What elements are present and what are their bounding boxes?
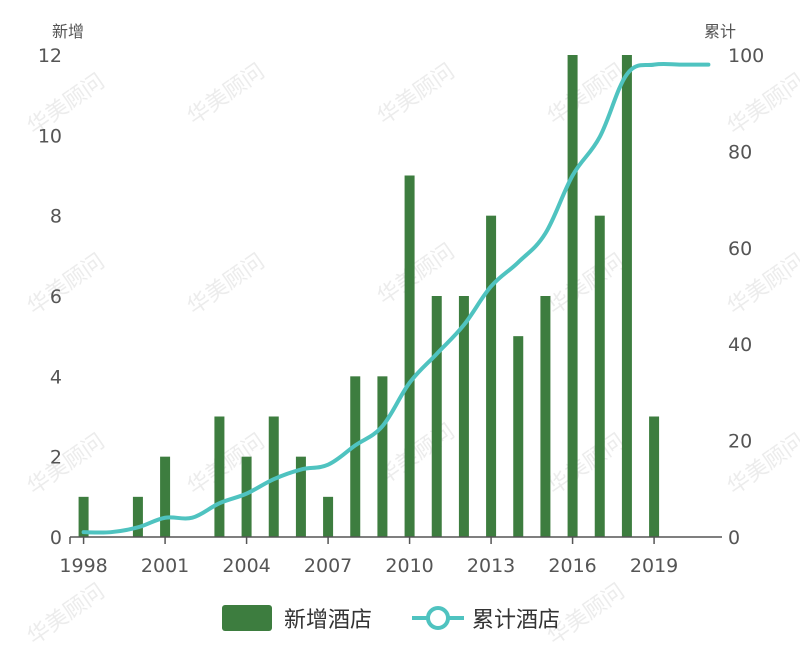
right-axis-title: 累计 <box>704 22 736 41</box>
bar-2000 <box>132 496 143 537</box>
bar-1998 <box>78 496 89 537</box>
bar-2006 <box>295 456 306 537</box>
line-series <box>81 61 711 535</box>
bar-2005 <box>268 416 279 537</box>
watermark-text: 华美顾问 <box>543 249 629 320</box>
legend-line-label: 累计酒店 <box>472 608 560 633</box>
y-right-tick-label: 40 <box>728 334 752 356</box>
bar-2001 <box>160 456 171 537</box>
bar-2007 <box>323 496 334 537</box>
watermark-text: 华美顾问 <box>23 69 109 140</box>
y-right-tick-label: 20 <box>728 431 752 453</box>
y-left-tick-label: 0 <box>50 527 62 549</box>
bar-2016 <box>567 55 578 537</box>
y-right-tick-label: 80 <box>728 141 752 163</box>
y-left-tick-label: 12 <box>38 45 62 67</box>
watermark-text: 华美顾问 <box>723 69 800 140</box>
bar-2003 <box>214 416 225 537</box>
cumulative-line <box>81 61 711 535</box>
left-axis-title: 新增 <box>52 22 84 41</box>
y-left-tick-label: 6 <box>50 286 62 308</box>
bar-2019 <box>649 416 660 537</box>
bar-2017 <box>594 215 605 537</box>
watermark-text: 华美顾问 <box>543 429 629 500</box>
watermark-text: 华美顾问 <box>373 239 459 310</box>
bar-2008 <box>350 376 361 537</box>
bar-series <box>78 55 660 537</box>
x-tick-label: 2019 <box>630 555 678 577</box>
watermark-text: 华美顾问 <box>23 429 109 500</box>
bar-2009 <box>377 376 388 537</box>
bar-2011 <box>431 296 442 537</box>
y-right-tick-label: 0 <box>728 527 740 549</box>
watermark-text: 华美顾问 <box>373 59 459 130</box>
y-left-tick-label: 4 <box>50 366 62 388</box>
bar-2015 <box>540 296 551 537</box>
x-tick-label: 2004 <box>222 555 270 577</box>
x-tick-label: 2007 <box>304 555 352 577</box>
legend: 新增酒店 累计酒店 <box>222 605 560 633</box>
y-right-tick-label: 100 <box>728 45 764 67</box>
legend-line-marker-icon <box>426 606 450 630</box>
watermark-text: 华美顾问 <box>183 59 269 130</box>
x-tick-label: 1998 <box>59 555 107 577</box>
watermark-text: 华美顾问 <box>23 579 109 647</box>
bar-2014 <box>513 336 524 537</box>
y-left-tick-label: 10 <box>38 125 62 147</box>
y-right-tick-label: 60 <box>728 238 752 260</box>
legend-bar-swatch <box>222 605 272 631</box>
watermark-text: 华美顾问 <box>723 249 800 320</box>
y-left-tick-label: 2 <box>50 447 62 469</box>
watermark-text: 华美顾问 <box>183 249 269 320</box>
x-tick-label: 2010 <box>385 555 433 577</box>
bar-2004 <box>241 456 252 537</box>
bar-2013 <box>486 215 497 537</box>
y-left-tick-label: 8 <box>50 206 62 228</box>
x-tick-label: 2001 <box>141 555 189 577</box>
x-tick-label: 2016 <box>548 555 596 577</box>
bar-2012 <box>458 296 469 537</box>
bar-2010 <box>404 175 415 537</box>
watermark-text: 华美顾问 <box>23 249 109 320</box>
axes: 1998 2001 2004 2007 2010 2013 2016 2019 0 2 4 6 8 10 1… <box>38 45 764 577</box>
bar-2018 <box>621 55 632 537</box>
legend-bar-label: 新增酒店 <box>284 608 372 633</box>
x-tick-label: 2013 <box>467 555 515 577</box>
